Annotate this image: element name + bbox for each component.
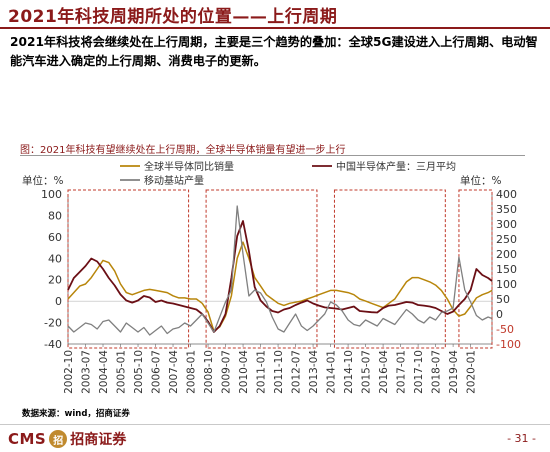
right-tick-label-1: 350 [496, 203, 517, 216]
x-tick-label-8: 2008-10 [203, 350, 215, 394]
logo-mark-icon: 招 [49, 430, 68, 448]
series-line-0 [67, 241, 493, 332]
cycle-box-1 [205, 189, 318, 349]
x-tick-label-3: 2005-01 [116, 350, 128, 394]
footer-divider [0, 424, 550, 425]
caption-divider [20, 155, 525, 156]
x-tick-label-18: 2016-04 [378, 350, 390, 394]
x-tick-label-20: 2017-10 [413, 350, 425, 394]
x-tick-label-16: 2014-10 [343, 350, 355, 394]
right-tick-label-0: 400 [496, 188, 517, 201]
right-tick-label-8: 0 [496, 308, 503, 321]
body-paragraph: 2021年科技将会继续处在上行周期，主要是三个趋势的叠加：全球5G建设进入上行周… [10, 35, 538, 68]
x-tick-label-14: 2013-04 [308, 350, 320, 394]
x-tick-label-22: 2019-04 [448, 350, 460, 394]
right-tick-label-7: 50 [496, 293, 510, 306]
legend-label-0: 全球半导体同比销量 [144, 160, 234, 173]
right-tick-label-2: 300 [496, 218, 517, 231]
left-tick-label-0: 100 [41, 188, 62, 201]
cycle-box-0 [67, 189, 190, 349]
x-tick-label-9: 2009-07 [221, 350, 233, 394]
right-tick-label-6: 100 [496, 278, 517, 291]
left-tick-label-7: -40 [44, 338, 62, 351]
left-tick-label-2: 60 [48, 231, 62, 244]
cycle-box-3 [458, 189, 493, 349]
x-tick-label-11: 2011-01 [256, 350, 268, 394]
x-tick-label-7: 2008-01 [186, 350, 198, 394]
page-number: - 31 - [507, 432, 536, 445]
figure-caption: 图：2021年科技有望继续处在上行周期，全球半导体销量有望进一步上行 [20, 145, 346, 156]
slide-title: 2021年科技周期所处的位置——上行周期 [8, 7, 338, 27]
data-source: 数据来源：wind，招商证券 [22, 409, 130, 419]
logo-text: CMS [8, 430, 47, 448]
left-tick-label-3: 40 [48, 252, 62, 265]
left-tick-label-6: -20 [44, 317, 62, 330]
right-tick-label-10: -100 [496, 338, 521, 351]
x-tick-label-6: 2007-04 [168, 350, 180, 394]
left-tick-label-5: 0 [55, 295, 62, 308]
right-tick-label-4: 200 [496, 248, 517, 261]
chart-area: 全球半导体同比销量 中国半导体产量：三月平均 移动基站产量 单位：% 单位：% 100 80… [20, 156, 530, 406]
legend-label-2: 移动基站产量 [144, 174, 204, 187]
right-tick-label-3: 250 [496, 233, 517, 246]
x-tick-label-5: 2006-07 [151, 350, 163, 394]
x-tick-label-21: 2018-07 [431, 350, 443, 394]
legend-label-1: 中国半导体产量：三月平均 [336, 160, 456, 173]
title-divider [0, 27, 550, 29]
series-line-1 [67, 220, 493, 333]
series-line-2 [67, 205, 493, 336]
x-tick-label-4: 2005-10 [133, 350, 145, 394]
logo-chinese-name: 招商证券 [70, 432, 127, 448]
x-tick-label-2: 2004-04 [98, 350, 110, 394]
right-tick-label-5: 150 [496, 263, 517, 276]
cycle-box-2 [333, 189, 446, 349]
x-tick-label-19: 2017-01 [396, 350, 408, 394]
right-axis-unit: 单位：% [460, 174, 501, 187]
x-tick-label-13: 2012-07 [291, 350, 303, 394]
left-tick-label-4: 20 [48, 274, 62, 287]
x-tick-label-10: 2010-04 [238, 350, 250, 394]
x-tick-label-12: 2011-10 [273, 350, 285, 394]
left-axis-unit: 单位：% [22, 174, 63, 187]
x-tick-label-23: 2020-01 [466, 350, 478, 394]
right-tick-label-9: -50 [496, 323, 514, 336]
left-tick-label-1: 80 [48, 209, 62, 222]
x-tick-label-17: 2015-07 [361, 350, 373, 394]
x-tick-label-0: 2002-10 [63, 350, 75, 394]
cms-logo: CMS 招 招商证券 [8, 428, 126, 450]
x-tick-label-15: 2014-01 [326, 350, 338, 394]
x-tick-label-1: 2003-07 [81, 350, 93, 394]
